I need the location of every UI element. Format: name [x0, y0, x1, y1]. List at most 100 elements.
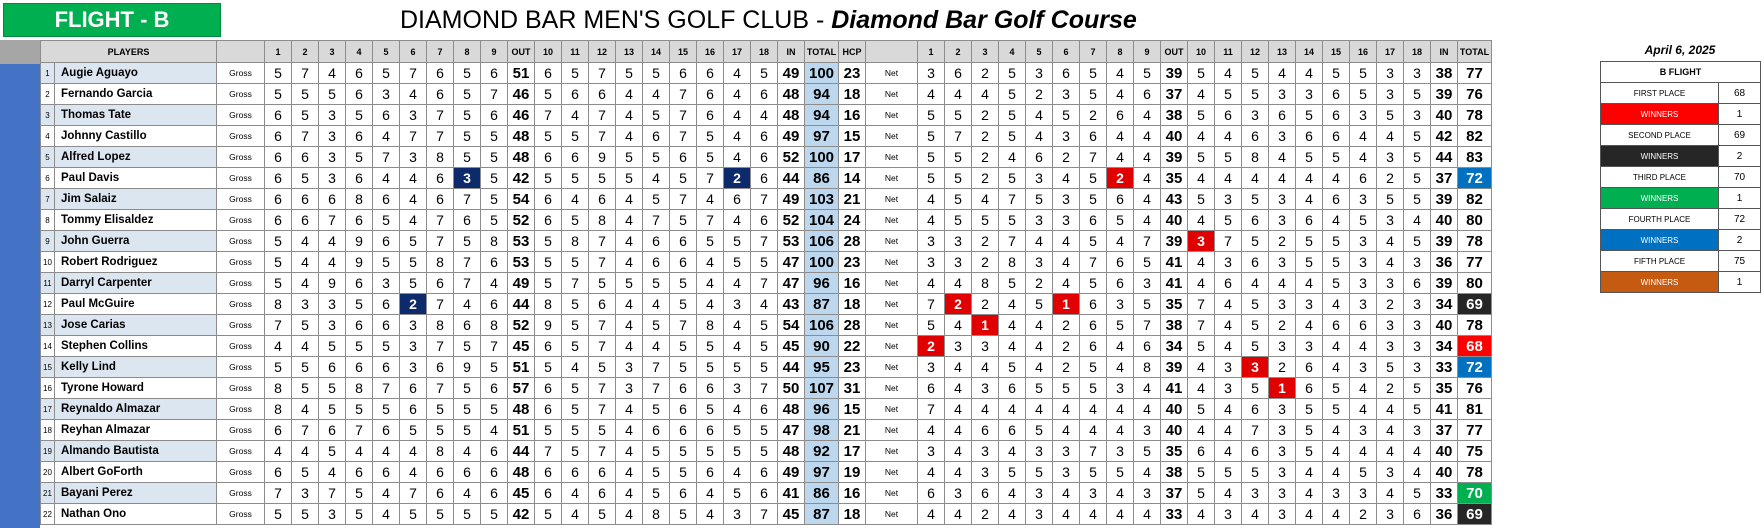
gross-score: 4 — [615, 314, 643, 336]
net-score: 4 — [1214, 125, 1242, 147]
net-score: 3 — [1376, 209, 1404, 231]
gross-score: 7 — [588, 230, 616, 252]
net-total: 70 — [1457, 482, 1492, 504]
gross-score: 7 — [426, 335, 454, 357]
gross-score: 4 — [399, 440, 427, 462]
net-score: 5 — [944, 167, 972, 189]
handicap: 18 — [838, 503, 866, 525]
net-score: 3 — [1376, 83, 1404, 105]
gross-score: 6 — [534, 188, 562, 210]
gross-score: 5 — [399, 272, 427, 294]
gross-score: 4 — [399, 461, 427, 483]
gross-score: 8 — [426, 251, 454, 273]
gross-score: 3 — [399, 146, 427, 168]
gross-score: 8 — [426, 440, 454, 462]
gross-score: 4 — [615, 398, 643, 420]
net-total: 80 — [1457, 209, 1492, 231]
net-total: 77 — [1457, 62, 1492, 84]
gross-in: 53 — [777, 230, 805, 252]
gross-score: 8 — [264, 398, 292, 420]
gross-score: 5 — [561, 335, 589, 357]
net-score: 4 — [1106, 83, 1134, 105]
gross-score: 7 — [588, 62, 616, 84]
result-value: 68 — [1718, 82, 1761, 104]
row-number: 6 — [40, 167, 55, 189]
net-in: 44 — [1430, 146, 1458, 168]
net-score: 5 — [1295, 251, 1323, 273]
hole-header: 5 — [372, 40, 400, 63]
gross-score: 4 — [561, 104, 589, 126]
gross-label: Gross — [216, 335, 265, 357]
net-score: 6 — [1052, 62, 1080, 84]
net-score: 5 — [1187, 398, 1215, 420]
net-in: 37 — [1430, 167, 1458, 189]
net-score: 3 — [1052, 440, 1080, 462]
gross-in: 50 — [777, 377, 805, 399]
gross-score: 5 — [723, 419, 751, 441]
gross-score: 5 — [561, 440, 589, 462]
gross-score: 5 — [750, 440, 778, 462]
gross-score: 6 — [345, 461, 373, 483]
net-score: 6 — [1295, 356, 1323, 378]
net-score: 6 — [1241, 125, 1269, 147]
gross-score: 5 — [615, 62, 643, 84]
gross-score: 5 — [561, 125, 589, 147]
net-score: 5 — [1052, 104, 1080, 126]
row-number: 2 — [40, 83, 55, 105]
gross-score: 5 — [669, 167, 697, 189]
net-score: 2 — [971, 230, 999, 252]
net-score: 3 — [1214, 356, 1242, 378]
net-score: 4 — [1106, 62, 1134, 84]
gross-score: 5 — [561, 293, 589, 315]
net-score: 4 — [1187, 377, 1215, 399]
gross-in: 49 — [777, 125, 805, 147]
gross-score: 7 — [264, 482, 292, 504]
net-score: 3 — [1214, 377, 1242, 399]
net-score: 3 — [1349, 104, 1377, 126]
gross-in: 49 — [777, 188, 805, 210]
gross-score: 4 — [291, 398, 319, 420]
net-score: 5 — [1025, 377, 1053, 399]
net-hole-header: 18 — [1403, 40, 1431, 63]
net-score: 6 — [1403, 272, 1431, 294]
gross-score: 6 — [750, 461, 778, 483]
net-score: 2 — [1349, 503, 1377, 525]
gross-score: 5 — [291, 377, 319, 399]
net-score: 2 — [1052, 356, 1080, 378]
net-in: 34 — [1430, 335, 1458, 357]
net-score: 5 — [1376, 356, 1404, 378]
gross-out: 52 — [507, 314, 535, 336]
hole-header: 16 — [696, 40, 724, 63]
gross-label: Gross — [216, 461, 265, 483]
result-label: WINNERS — [1600, 187, 1719, 209]
net-score: 4 — [1349, 440, 1377, 462]
gross-score: 5 — [453, 62, 481, 84]
gross-score: 7 — [588, 314, 616, 336]
net-score: 4 — [1133, 398, 1161, 420]
gross-score: 8 — [426, 314, 454, 336]
net-score: 4 — [1295, 482, 1323, 504]
net-score: 4 — [1187, 272, 1215, 294]
gross-score: 5 — [426, 503, 454, 525]
net-score: 2 — [971, 293, 999, 315]
gross-score: 5 — [615, 146, 643, 168]
gross-label: Gross — [216, 356, 265, 378]
net-score: 6 — [1106, 188, 1134, 210]
gross-score: 6 — [642, 251, 670, 273]
row-number: 7 — [40, 188, 55, 210]
row-number: 15 — [40, 356, 55, 378]
net-score: 6 — [1241, 209, 1269, 231]
players-header: PLAYERS — [40, 40, 217, 63]
gross-total: 100 — [804, 251, 839, 273]
net-score: 5 — [1376, 104, 1404, 126]
gross-score: 2 — [723, 167, 751, 189]
net-total: 72 — [1457, 356, 1492, 378]
row-number: 18 — [40, 419, 55, 441]
player-name: Tyrone Howard — [54, 377, 217, 399]
net-hole-header: 13 — [1268, 40, 1296, 63]
gross-score: 4 — [696, 503, 724, 525]
gross-score: 7 — [642, 377, 670, 399]
gross-score: 3 — [399, 314, 427, 336]
gross-score: 6 — [291, 209, 319, 231]
net-in: 40 — [1430, 314, 1458, 336]
